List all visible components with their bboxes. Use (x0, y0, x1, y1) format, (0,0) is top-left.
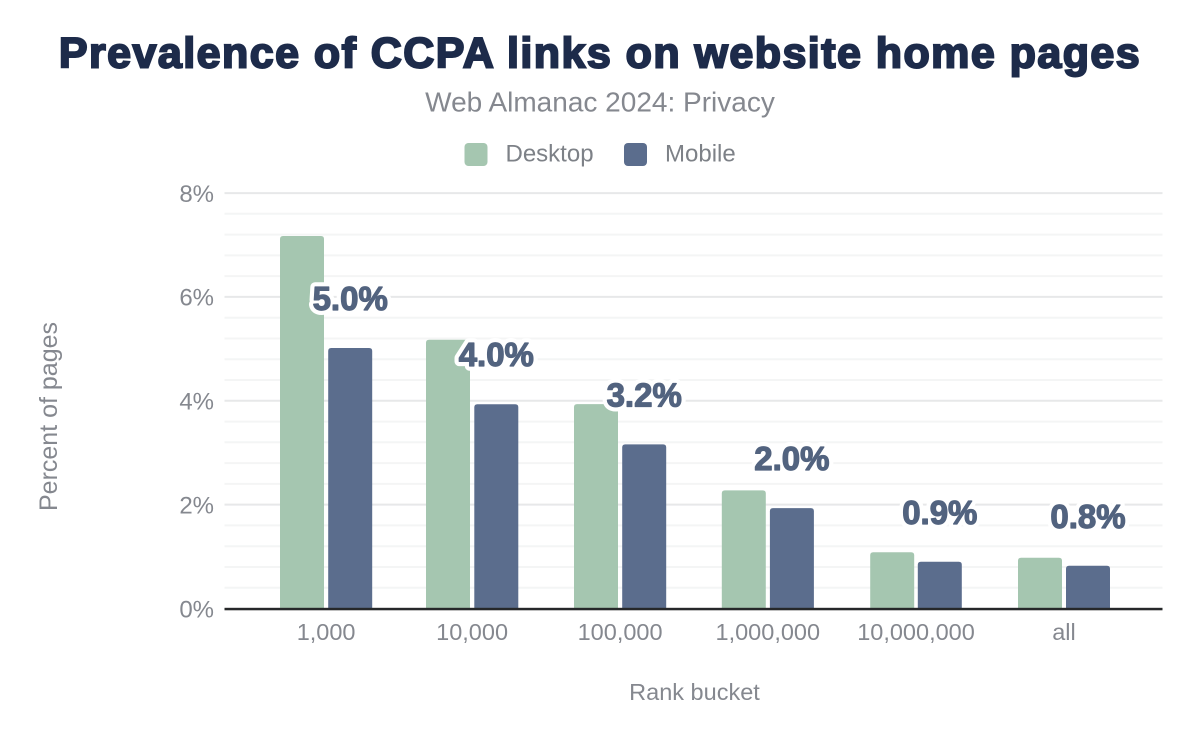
svg-text:0.8%: 0.8% (1050, 498, 1125, 535)
svg-text:4.0%: 4.0% (459, 336, 534, 373)
svg-text:1,000,000: 1,000,000 (716, 619, 821, 645)
svg-text:0.8%: 0.8% (1050, 498, 1125, 535)
svg-text:0.9%: 0.9% (902, 494, 977, 531)
svg-text:10,000,000: 10,000,000 (857, 619, 975, 645)
svg-text:4%: 4% (179, 389, 214, 416)
svg-text:3.2%: 3.2% (607, 376, 682, 413)
svg-text:2%: 2% (179, 492, 214, 519)
svg-text:3.2%: 3.2% (607, 376, 682, 413)
svg-text:6%: 6% (179, 285, 214, 312)
svg-text:0.9%: 0.9% (902, 494, 977, 531)
svg-text:2.0%: 2.0% (754, 440, 829, 477)
svg-text:5.0%: 5.0% (313, 280, 388, 317)
svg-text:1,000: 1,000 (297, 619, 356, 645)
svg-text:all: all (1052, 619, 1076, 645)
svg-text:10,000: 10,000 (436, 619, 508, 645)
svg-text:Prevalence of CCPA links on we: Prevalence of CCPA links on website home… (59, 30, 1141, 78)
svg-text:5.0%: 5.0% (313, 280, 388, 317)
svg-text:Rank bucket: Rank bucket (629, 679, 760, 705)
svg-text:2.0%: 2.0% (754, 440, 829, 477)
svg-text:8%: 8% (179, 181, 214, 208)
svg-text:Desktop: Desktop (506, 141, 594, 168)
svg-text:0%: 0% (179, 596, 214, 623)
svg-text:Web Almanac 2024: Privacy: Web Almanac 2024: Privacy (425, 87, 775, 118)
svg-text:Mobile: Mobile (665, 141, 736, 168)
svg-text:4.0%: 4.0% (459, 336, 534, 373)
svg-text:100,000: 100,000 (578, 619, 663, 645)
svg-text:Percent of pages: Percent of pages (35, 322, 63, 511)
